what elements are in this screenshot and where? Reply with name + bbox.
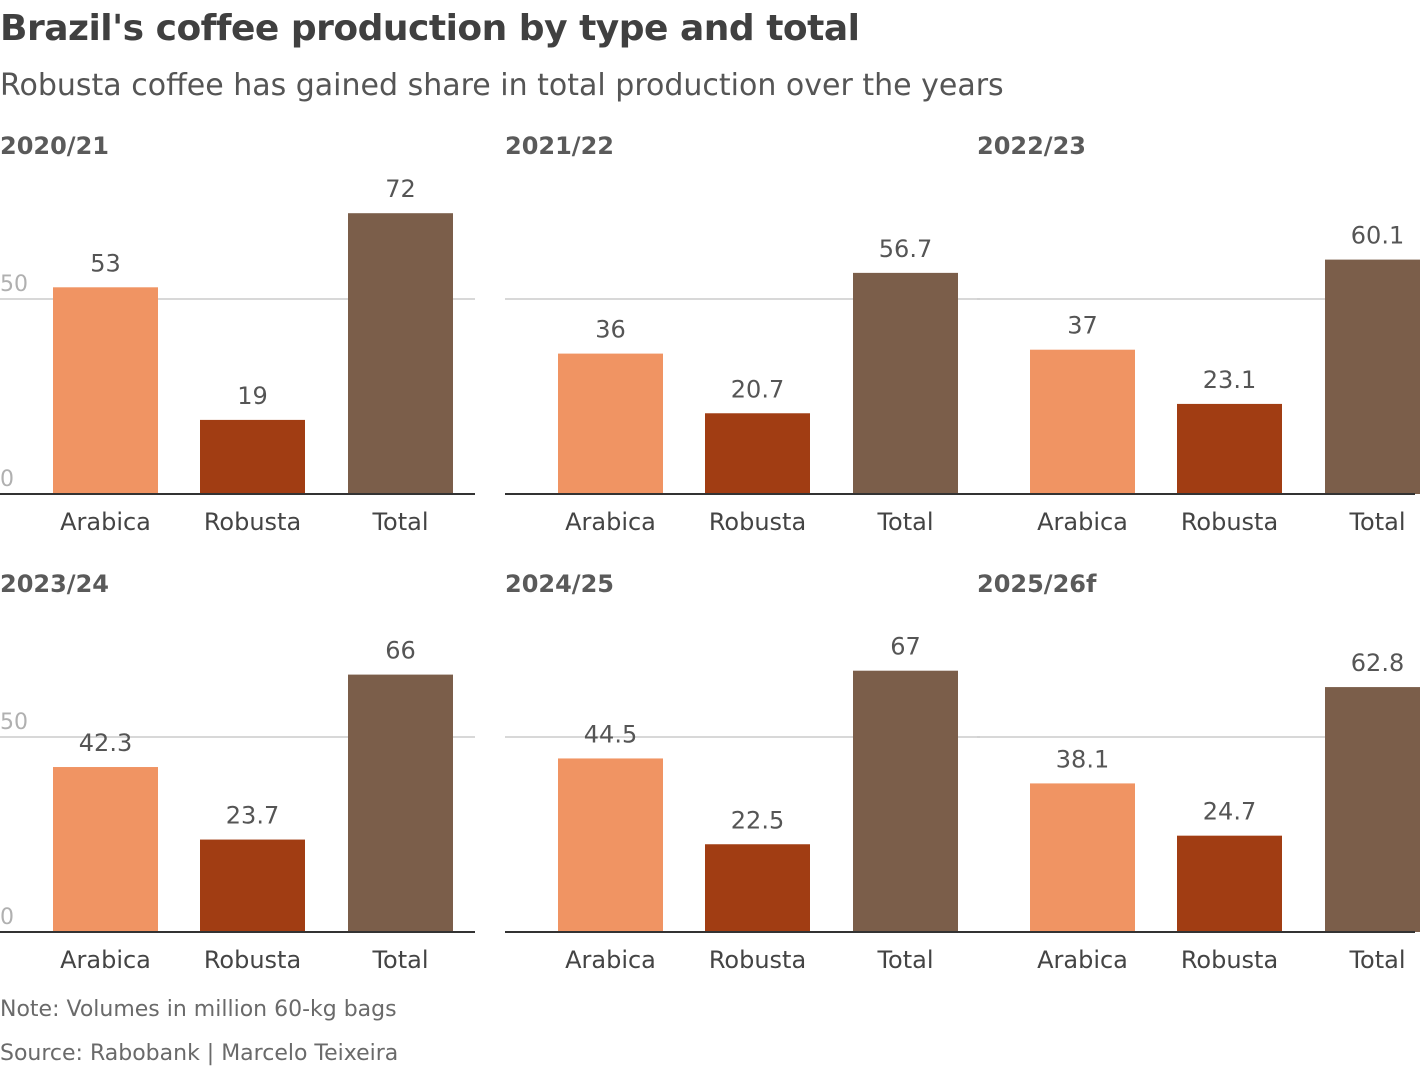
panel-2020-21: 2020/21 0 50 53 Arabica 19 Robusta 72 Total <box>0 132 480 552</box>
value-label-arabica: 38.1 <box>1056 745 1109 773</box>
value-label-robusta: 22.5 <box>731 806 784 834</box>
value-label-total: 62.8 <box>1351 649 1404 677</box>
y-tick-label: 50 <box>0 710 28 735</box>
panel-2024-25: 2024/25 44.5 Arabica 22.5 Robusta 67 Total <box>505 570 985 990</box>
bar-robusta <box>200 419 305 494</box>
bar-total <box>348 213 453 494</box>
value-label-arabica: 44.5 <box>584 720 637 748</box>
bar-arabica <box>558 758 663 932</box>
category-label-robusta: Robusta <box>709 946 806 974</box>
category-label-arabica: Arabica <box>60 946 151 974</box>
y-tick-label: 50 <box>0 272 28 297</box>
bar-robusta <box>200 839 305 932</box>
bar-arabica <box>1030 349 1135 494</box>
panel-chart: 0 50 42.3 Arabica 23.7 Robusta 66 Total <box>0 637 475 974</box>
chart-source: Source: Rabobank | Marcelo Teixeira <box>0 1041 399 1066</box>
y-tick-label: 0 <box>0 905 14 930</box>
category-label-total: Total <box>1348 508 1405 536</box>
value-label-total: 56.7 <box>879 235 932 263</box>
panel-chart: 38.1 Arabica 24.7 Robusta 62.8 Total <box>977 649 1420 974</box>
panel-title: 2023/24 <box>0 570 109 598</box>
bar-robusta <box>705 413 810 494</box>
bar-total <box>1325 259 1420 494</box>
bar-total <box>853 272 958 494</box>
chart-note: Note: Volumes in million 60-kg bags <box>0 997 397 1022</box>
bar-robusta <box>1177 403 1282 494</box>
panel-chart: 0 50 53 Arabica 19 Robusta 72 Total <box>0 175 475 536</box>
category-label-robusta: Robusta <box>709 508 806 536</box>
panel-chart: 44.5 Arabica 22.5 Robusta 67 Total <box>505 633 980 974</box>
category-label-total: Total <box>876 508 933 536</box>
bar-arabica <box>558 353 663 494</box>
panel-2025-26f: 2025/26f 38.1 Arabica 24.7 Robusta 62.8 Total <box>977 570 1420 990</box>
category-label-total: Total <box>371 946 428 974</box>
panel-2023-24: 2023/24 0 50 42.3 Arabica 23.7 Robusta 66 Total <box>0 570 480 990</box>
chart-title: Brazil's coffee production by type and t… <box>0 8 860 49</box>
bar-arabica <box>53 767 158 932</box>
panel-title: 2025/26f <box>977 570 1097 598</box>
bar-arabica <box>53 287 158 494</box>
category-label-arabica: Arabica <box>565 946 656 974</box>
panel-title: 2021/22 <box>505 132 614 160</box>
category-label-robusta: Robusta <box>1181 508 1278 536</box>
bar-total <box>853 670 958 932</box>
bar-robusta <box>705 844 810 932</box>
value-label-robusta: 24.7 <box>1203 798 1256 826</box>
panel-title: 2022/23 <box>977 132 1086 160</box>
panel-2021-22: 2021/22 36 Arabica 20.7 Robusta 56.7 Total <box>505 132 985 552</box>
value-label-robusta: 23.7 <box>226 802 279 830</box>
panel-chart: 37 Arabica 23.1 Robusta 60.1 Total <box>977 222 1420 536</box>
value-label-arabica: 36 <box>595 316 626 344</box>
value-label-arabica: 37 <box>1067 312 1098 340</box>
value-label-total: 72 <box>385 175 416 203</box>
value-label-arabica: 53 <box>90 249 121 277</box>
panel-title: 2020/21 <box>0 132 109 160</box>
panel-title: 2024/25 <box>505 570 614 598</box>
y-tick-label: 0 <box>0 467 14 492</box>
category-label-total: Total <box>876 946 933 974</box>
panel-chart: 36 Arabica 20.7 Robusta 56.7 Total <box>505 235 980 536</box>
bar-robusta <box>1177 835 1282 932</box>
value-label-total: 66 <box>385 637 416 665</box>
value-label-robusta: 23.1 <box>1203 366 1256 394</box>
bar-total <box>348 674 453 932</box>
value-label-total: 67 <box>890 633 921 661</box>
category-label-robusta: Robusta <box>204 508 301 536</box>
category-label-arabica: Arabica <box>60 508 151 536</box>
value-label-total: 60.1 <box>1351 222 1404 250</box>
category-label-robusta: Robusta <box>1181 946 1278 974</box>
value-label-arabica: 42.3 <box>79 729 132 757</box>
bar-arabica <box>1030 783 1135 932</box>
category-label-arabica: Arabica <box>565 508 656 536</box>
category-label-total: Total <box>1348 946 1405 974</box>
panel-2022-23: 2022/23 37 Arabica 23.1 Robusta 60.1 Total <box>977 132 1420 552</box>
value-label-robusta: 20.7 <box>731 375 784 403</box>
category-label-total: Total <box>371 508 428 536</box>
bar-total <box>1325 687 1420 932</box>
category-label-robusta: Robusta <box>204 946 301 974</box>
value-label-robusta: 19 <box>237 382 268 410</box>
chart-subtitle: Robusta coffee has gained share in total… <box>0 68 1004 103</box>
category-label-arabica: Arabica <box>1037 508 1128 536</box>
category-label-arabica: Arabica <box>1037 946 1128 974</box>
